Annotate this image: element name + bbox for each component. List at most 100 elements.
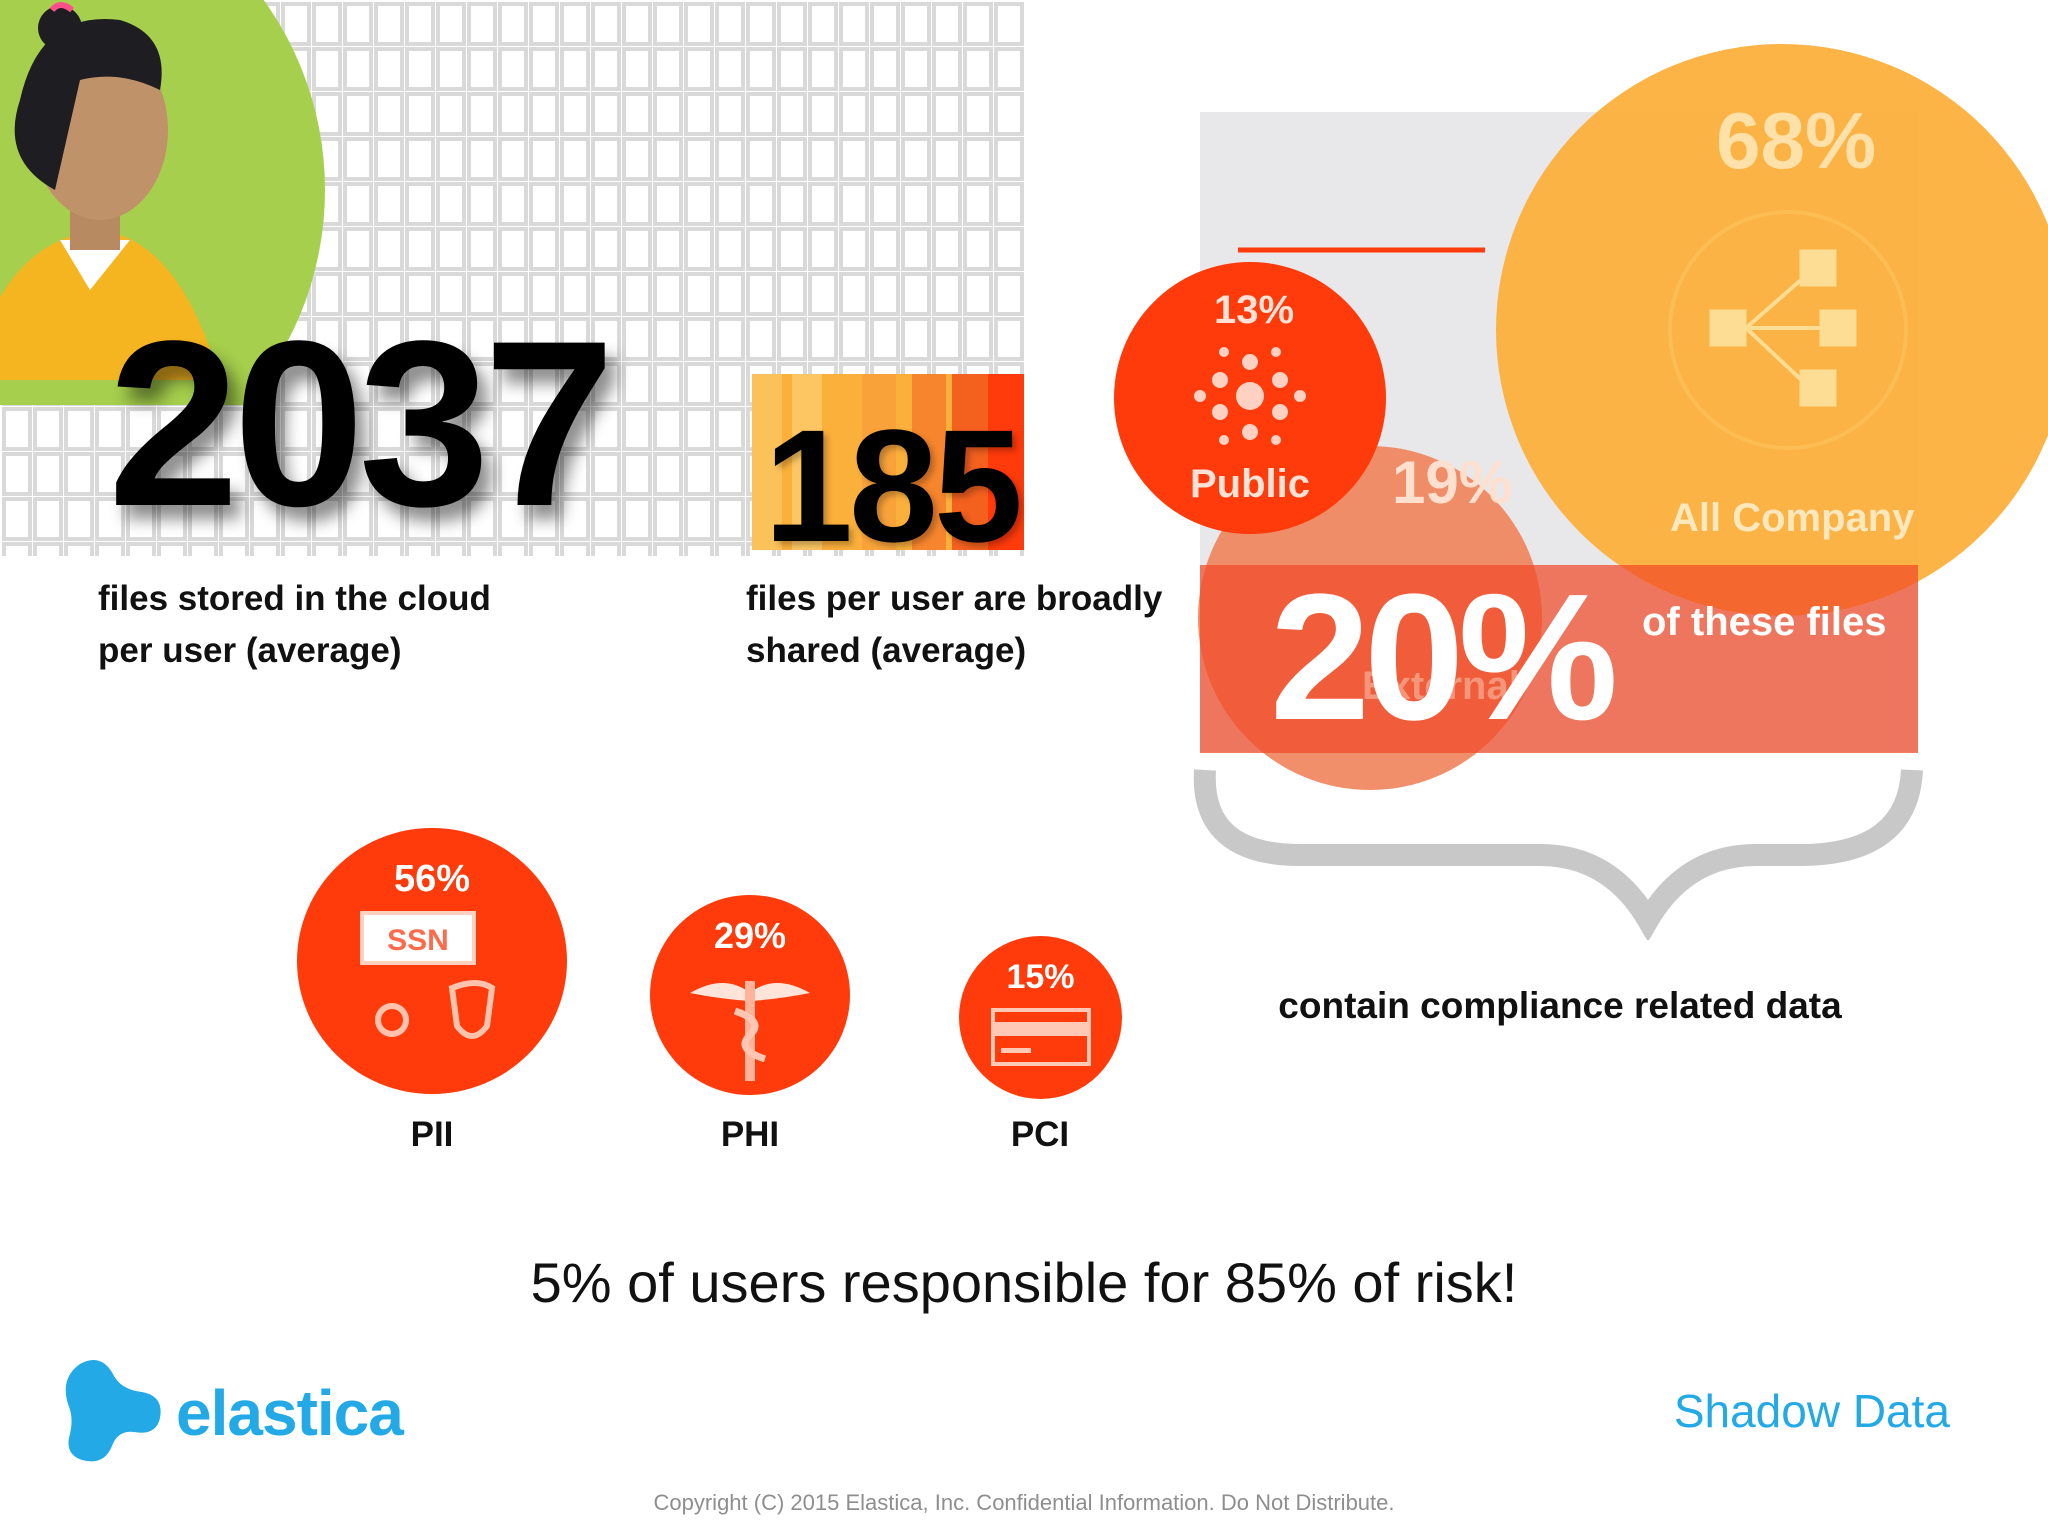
- file-outline: [622, 497, 652, 541]
- file-outline: [95, 497, 125, 541]
- external-label: External: [1362, 664, 1520, 708]
- file-outline: [498, 272, 528, 316]
- file-outline: [746, 92, 776, 136]
- file-outline: [312, 542, 342, 556]
- file-outline: [188, 452, 218, 496]
- file-outline: [467, 497, 497, 541]
- user-avatar: [0, 0, 325, 405]
- file-outline: [684, 452, 714, 496]
- file-outline: [529, 497, 559, 541]
- file-outline: [312, 362, 342, 406]
- file-outline: [560, 182, 590, 226]
- file-outline: [839, 2, 869, 46]
- file-outline: [684, 362, 714, 406]
- file-outline: [498, 227, 528, 271]
- file-outline: [746, 272, 776, 316]
- file-outline: [560, 542, 590, 556]
- file-outline: [374, 272, 404, 316]
- file-outline: [622, 272, 652, 316]
- file-outline: [746, 227, 776, 271]
- file-outline: [901, 317, 931, 361]
- file-outline: [932, 137, 962, 181]
- file-outline: [126, 452, 156, 496]
- file-outline: [808, 182, 838, 226]
- file-outline: [529, 452, 559, 496]
- file-outline: [777, 182, 807, 226]
- file-outline: [219, 407, 249, 451]
- file-outline: [529, 272, 559, 316]
- file-outline: [64, 407, 94, 451]
- file-outline: [498, 452, 528, 496]
- phi-circle: 29%: [650, 895, 850, 1095]
- file-outline: [715, 542, 745, 556]
- file-outline: [33, 497, 63, 541]
- file-outline: [715, 407, 745, 451]
- file-outline: [405, 92, 435, 136]
- file-outline: [436, 497, 466, 541]
- file-outline: [870, 227, 900, 271]
- avatar-shirt: [0, 230, 220, 380]
- file-outline: [684, 407, 714, 451]
- compliance-share-percent: 20%: [1270, 557, 1618, 758]
- pci-percent: 15%: [1006, 958, 1075, 996]
- file-outline: [684, 542, 714, 556]
- file-outline: [715, 362, 745, 406]
- file-outline: [436, 182, 466, 226]
- file-outline: [932, 92, 962, 136]
- file-outline: [715, 137, 745, 181]
- file-outline: [684, 92, 714, 136]
- file-outline: [2, 542, 32, 556]
- shared-files-bars: [752, 374, 1024, 550]
- file-outline: [281, 542, 311, 556]
- file-outline: [405, 47, 435, 91]
- file-outline: [653, 47, 683, 91]
- file-outline: [715, 92, 745, 136]
- file-outline: [467, 362, 497, 406]
- file-outline: [2, 497, 32, 541]
- file-outline: [715, 47, 745, 91]
- file-outline: [715, 227, 745, 271]
- file-outline: [436, 92, 466, 136]
- file-outline: [808, 227, 838, 271]
- brand-name: elastica: [176, 1377, 404, 1449]
- all-company-label: All Company: [1670, 496, 1915, 540]
- file-outline: [436, 362, 466, 406]
- file-outline: [591, 92, 621, 136]
- file-outline: [653, 407, 683, 451]
- file-outline: [219, 497, 249, 541]
- file-outline: [250, 407, 280, 451]
- file-outline: [870, 317, 900, 361]
- file-outline: [715, 272, 745, 316]
- file-outline: [529, 2, 559, 46]
- file-outline: [901, 2, 931, 46]
- credit-card-icon: [991, 1008, 1091, 1066]
- file-outline: [64, 452, 94, 496]
- file-outline: [467, 47, 497, 91]
- file-outline: [808, 317, 838, 361]
- file-outline: [839, 272, 869, 316]
- sharing-venn-graphic: [1114, 44, 2048, 940]
- file-outline: [808, 2, 838, 46]
- file-outline: [281, 362, 311, 406]
- file-outline: [343, 47, 373, 91]
- file-outline: [405, 227, 435, 271]
- file-outline: [932, 2, 962, 46]
- file-outline: [467, 2, 497, 46]
- file-outline: [808, 47, 838, 91]
- file-outline: [808, 137, 838, 181]
- file-outline: [622, 2, 652, 46]
- file-outline: [963, 227, 993, 271]
- file-outline: [281, 452, 311, 496]
- file-outline: [870, 92, 900, 136]
- file-outline: [529, 227, 559, 271]
- file-outline: [963, 47, 993, 91]
- file-outline: [529, 362, 559, 406]
- file-outline: [436, 452, 466, 496]
- file-outline: [498, 362, 528, 406]
- file-outline: [870, 137, 900, 181]
- brace-shape: [1193, 769, 1923, 940]
- file-outline: [250, 497, 280, 541]
- file-outline: [281, 407, 311, 451]
- file-outline: [684, 137, 714, 181]
- file-outline: [808, 272, 838, 316]
